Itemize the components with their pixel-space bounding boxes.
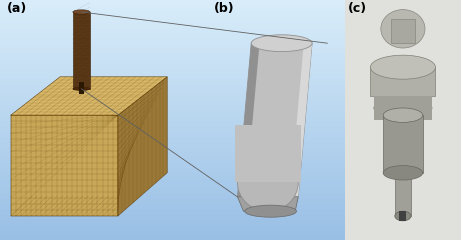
Polygon shape	[395, 168, 411, 216]
Polygon shape	[73, 12, 90, 89]
Polygon shape	[374, 96, 432, 120]
Polygon shape	[235, 125, 301, 182]
Ellipse shape	[237, 154, 298, 211]
Polygon shape	[370, 67, 436, 96]
Polygon shape	[118, 77, 167, 216]
Ellipse shape	[383, 166, 423, 180]
Polygon shape	[79, 82, 84, 94]
Bar	[391, 19, 414, 43]
Polygon shape	[237, 43, 312, 197]
Ellipse shape	[395, 211, 411, 221]
Ellipse shape	[245, 205, 296, 217]
Ellipse shape	[374, 98, 432, 118]
Polygon shape	[11, 77, 167, 115]
Ellipse shape	[381, 10, 425, 48]
Polygon shape	[383, 115, 423, 173]
Ellipse shape	[73, 10, 90, 14]
Text: (c): (c)	[349, 2, 367, 15]
Ellipse shape	[251, 35, 312, 52]
Polygon shape	[237, 43, 260, 197]
Polygon shape	[399, 211, 407, 221]
Polygon shape	[11, 115, 118, 216]
Polygon shape	[290, 43, 312, 197]
Text: (b): (b)	[214, 2, 235, 15]
Ellipse shape	[383, 108, 423, 122]
Ellipse shape	[73, 87, 90, 90]
Ellipse shape	[370, 55, 436, 79]
Text: (a): (a)	[6, 2, 27, 15]
Polygon shape	[345, 0, 461, 240]
Polygon shape	[237, 197, 298, 211]
